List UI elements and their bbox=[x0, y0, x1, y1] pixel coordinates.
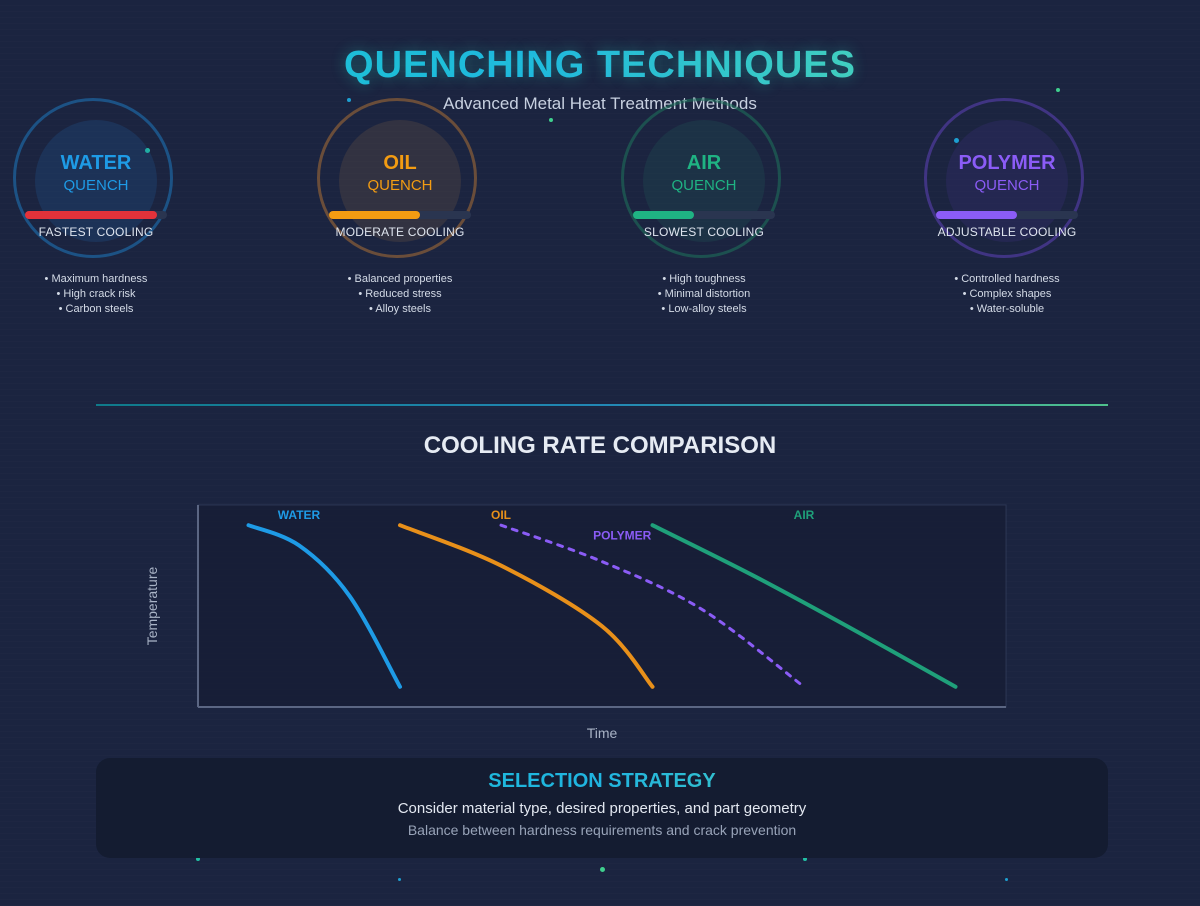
method-subtitle: QUENCH bbox=[974, 177, 1040, 194]
page-title: QUENCHING TECHNIQUES bbox=[0, 44, 1200, 87]
strategy-note: Balance between hardness requirements an… bbox=[407, 822, 797, 838]
particle-dot bbox=[1056, 88, 1060, 92]
cooling-rate-bar bbox=[633, 211, 775, 219]
method-card-oil: OIL QUENCH MODERATE COOLING • Balanced p… bbox=[317, 98, 483, 328]
method-inner-circle bbox=[339, 120, 461, 242]
bullet-item: • Minimal distortion bbox=[657, 288, 751, 300]
method-name: POLYMER bbox=[958, 152, 1056, 174]
series-label-polymer: POLYMER bbox=[593, 528, 652, 542]
method-bullets: • Controlled hardness • Complex shapes •… bbox=[904, 272, 1110, 317]
series-line-water bbox=[246, 523, 402, 689]
method-inner-circle bbox=[643, 120, 765, 242]
series-line-air bbox=[650, 523, 958, 689]
method-subtitle: QUENCH bbox=[63, 177, 129, 194]
particle-dot bbox=[1005, 878, 1008, 881]
series-line-oil bbox=[398, 523, 655, 689]
cooling-rate-fill bbox=[25, 211, 158, 219]
bullet-item: • Maximum hardness bbox=[44, 273, 148, 285]
method-card-air: AIR QUENCH SLOWEST COOLING • High toughn… bbox=[621, 98, 787, 328]
particle-dot bbox=[549, 118, 553, 122]
section-divider bbox=[96, 404, 1108, 406]
method-bullets: • Balanced properties • Reduced stress •… bbox=[297, 272, 503, 317]
x-axis-label: Time bbox=[587, 725, 618, 741]
series-label-air: AIR bbox=[794, 508, 815, 522]
bullet-item: • Controlled hardness bbox=[954, 273, 1060, 285]
selection-strategy-panel: SELECTION STRATEGY Consider material typ… bbox=[96, 758, 1108, 858]
method-subtitle: QUENCH bbox=[367, 177, 433, 194]
bullet-item: • Complex shapes bbox=[962, 288, 1052, 300]
cooling-rate-fill bbox=[936, 211, 1017, 219]
method-name: OIL bbox=[383, 152, 417, 174]
bullet-item: • Water-soluble bbox=[969, 303, 1045, 315]
particle-dot bbox=[600, 867, 605, 872]
cooling-speed-label: MODERATE COOLING bbox=[335, 225, 465, 239]
bullet-item: • Carbon steels bbox=[58, 303, 134, 315]
particle-dot bbox=[398, 878, 401, 881]
bullet-item: • High toughness bbox=[662, 273, 746, 285]
method-inner-circle bbox=[35, 120, 157, 242]
particle-dot bbox=[347, 98, 351, 102]
bullet-item: • Reduced stress bbox=[358, 288, 442, 300]
method-inner-circle bbox=[946, 120, 1068, 242]
method-bullets: • High toughness • Minimal distortion • … bbox=[601, 272, 807, 317]
series-label-water: WATER bbox=[278, 508, 321, 522]
cooling-rate-bar bbox=[936, 211, 1078, 219]
method-card-water: WATER QUENCH FASTEST COOLING • Maximum h… bbox=[13, 98, 179, 328]
bullet-item: • Low-alloy steels bbox=[661, 303, 747, 315]
particle-dot bbox=[803, 857, 807, 861]
cooling-rate-chart: Time Temperature WATER OIL POLYMER AIR bbox=[144, 504, 1007, 741]
method-ring bbox=[621, 98, 781, 258]
method-name: AIR bbox=[686, 152, 722, 174]
strategy-title: SELECTION STRATEGY bbox=[96, 770, 1108, 793]
y-axis-label: Temperature bbox=[144, 566, 160, 645]
bullet-item: • Balanced properties bbox=[347, 273, 453, 285]
method-ring bbox=[317, 98, 477, 258]
strategy-description: Consider material type, desired properti… bbox=[397, 800, 807, 817]
method-ring bbox=[13, 98, 173, 258]
method-ring bbox=[924, 98, 1084, 258]
cooling-speed-label: FASTEST COOLING bbox=[38, 225, 154, 239]
bullet-item: • High crack risk bbox=[56, 288, 136, 300]
cooling-rate-fill bbox=[633, 211, 695, 219]
method-bullets: • Maximum hardness • High crack risk • C… bbox=[0, 272, 199, 317]
method-name: WATER bbox=[60, 152, 132, 174]
bullet-item: • Alloy steels bbox=[369, 303, 431, 315]
chart-plot-area bbox=[197, 504, 1007, 708]
cooling-rate-fill bbox=[329, 211, 420, 219]
cooling-speed-label: ADJUSTABLE COOLING bbox=[937, 225, 1077, 239]
particle-dot bbox=[196, 857, 200, 861]
method-card-polymer: POLYMER QUENCH ADJUSTABLE COOLING • Cont… bbox=[924, 98, 1090, 328]
series-line-polymer bbox=[499, 523, 806, 689]
chart-title: COOLING RATE COMPARISON bbox=[423, 432, 777, 459]
cooling-speed-label: SLOWEST COOLING bbox=[643, 225, 765, 239]
method-subtitle: QUENCH bbox=[671, 177, 737, 194]
series-label-oil: OIL bbox=[491, 508, 511, 522]
cooling-rate-bar bbox=[329, 211, 471, 219]
cooling-rate-bar bbox=[25, 211, 167, 219]
